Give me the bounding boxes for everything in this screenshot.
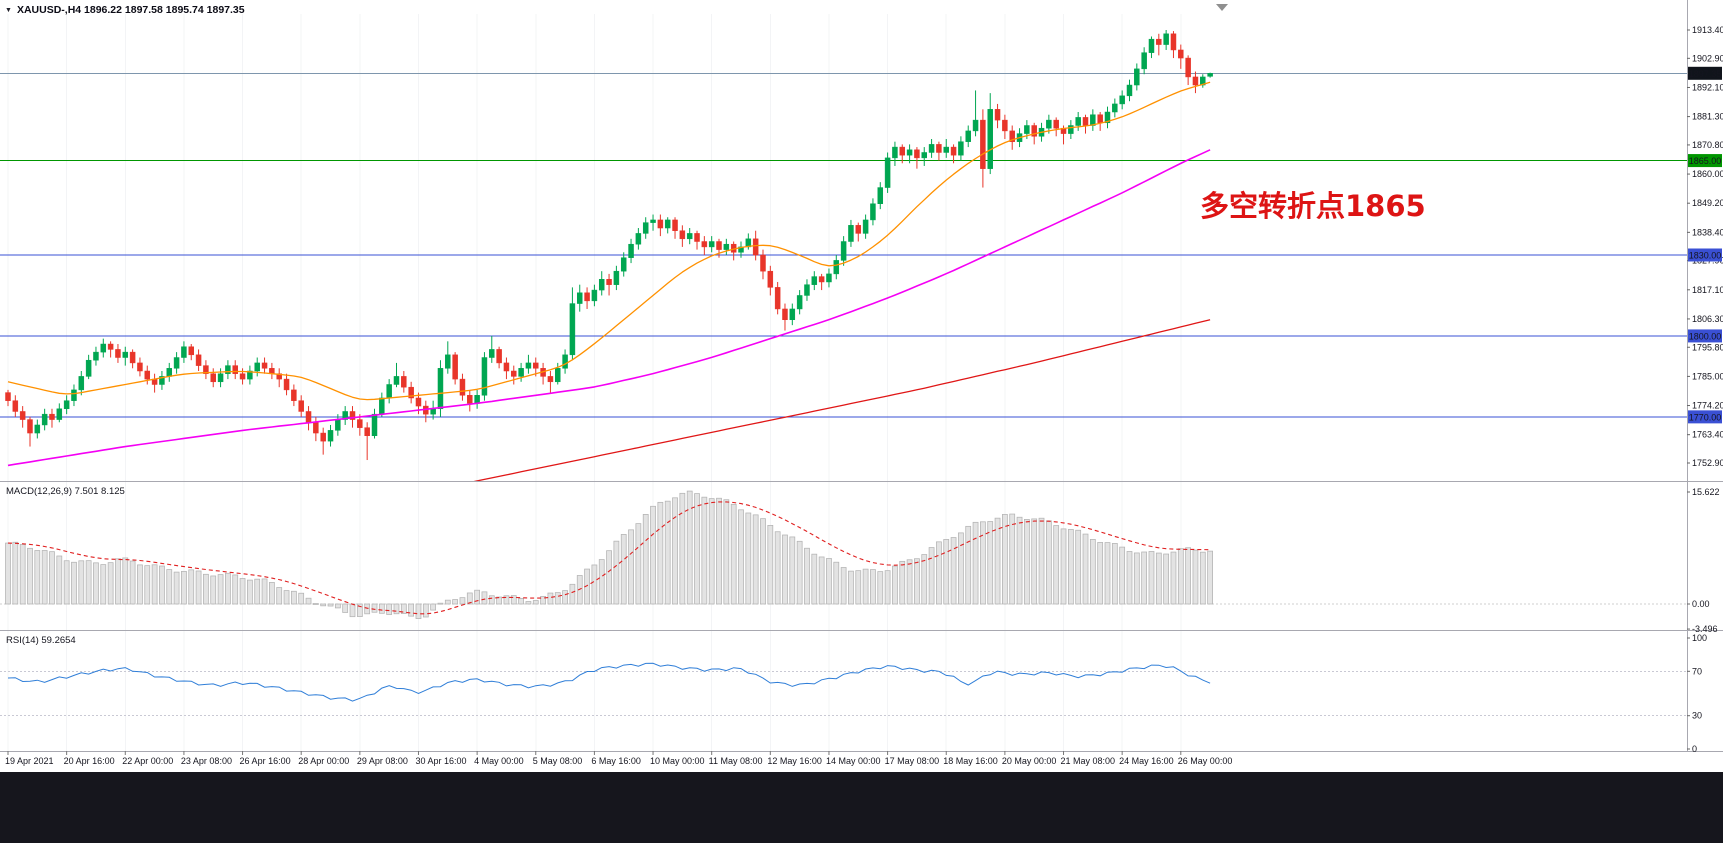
svg-text:1860.00: 1860.00 — [1692, 169, 1723, 179]
svg-text:11 May 08:00: 11 May 08:00 — [709, 756, 763, 766]
bottom-panel — [0, 772, 1723, 843]
svg-text:0: 0 — [1692, 744, 1697, 754]
moving-averages — [7, 81, 1211, 481]
panel-separators — [0, 0, 1723, 752]
svg-text:26 May 00:00: 26 May 00:00 — [1178, 756, 1233, 766]
svg-text:22 Apr 00:00: 22 Apr 00:00 — [122, 756, 173, 766]
svg-text:1881.30: 1881.30 — [1692, 112, 1723, 122]
rsi-indicator-label: RSI(14) 59.2654 — [6, 635, 76, 646]
svg-text:1752.90: 1752.90 — [1692, 458, 1723, 468]
svg-text:28 Apr 00:00: 28 Apr 00:00 — [298, 756, 349, 766]
svg-text:15.622: 15.622 — [1692, 487, 1720, 497]
svg-text:1902.90: 1902.90 — [1692, 53, 1723, 63]
ma-slow-red — [473, 319, 1211, 481]
ma-fast-orange — [7, 81, 1211, 401]
svg-text:4 May 00:00: 4 May 00:00 — [474, 756, 524, 766]
svg-text:1785.00: 1785.00 — [1692, 371, 1723, 381]
svg-text:0.00: 0.00 — [1692, 599, 1710, 609]
svg-text:1817.10: 1817.10 — [1692, 285, 1723, 295]
svg-text:1838.40: 1838.40 — [1692, 227, 1723, 237]
svg-text:24 May 16:00: 24 May 16:00 — [1119, 756, 1174, 766]
svg-text:1897.35: 1897.35 — [1689, 69, 1722, 79]
svg-text:10 May 00:00: 10 May 00:00 — [650, 756, 705, 766]
ma-mid-magenta — [7, 149, 1211, 467]
svg-text:1770.00: 1770.00 — [1689, 412, 1722, 422]
svg-text:30 Apr 16:00: 30 Apr 16:00 — [415, 756, 466, 766]
svg-text:-3.496: -3.496 — [1692, 624, 1718, 634]
svg-text:29 Apr 08:00: 29 Apr 08:00 — [357, 756, 408, 766]
chart-header: ▼ XAUUSD-,H4 1896.22 1897.58 1895.74 189… — [5, 4, 245, 16]
macd-signal-line — [7, 501, 1211, 615]
price-chart-canvas[interactable]: 1913.40 1902.90 1892.10 1881.30 1870.80 1860.… — [0, 0, 1723, 772]
svg-text:30: 30 — [1692, 711, 1702, 721]
svg-text:1870.80: 1870.80 — [1692, 140, 1723, 150]
price-axis-badges: 1897.35 1865.00 1830.00 1800.00 1770.00 — [1688, 66, 1722, 424]
rsi-panel — [0, 662, 1687, 717]
svg-text:26 Apr 16:00: 26 Apr 16:00 — [240, 756, 291, 766]
svg-text:19 Apr 2021: 19 Apr 2021 — [5, 756, 54, 766]
svg-text:1830.00: 1830.00 — [1689, 250, 1722, 260]
chart-shift-marker-icon[interactable] — [1216, 4, 1228, 11]
svg-text:1892.10: 1892.10 — [1692, 82, 1723, 92]
svg-text:12 May 16:00: 12 May 16:00 — [767, 756, 822, 766]
svg-text:17 May 08:00: 17 May 08:00 — [885, 756, 940, 766]
svg-text:1763.40: 1763.40 — [1692, 430, 1723, 440]
svg-text:14 May 00:00: 14 May 00:00 — [826, 756, 881, 766]
rsi-line — [7, 662, 1211, 702]
svg-text:20 Apr 16:00: 20 Apr 16:00 — [64, 756, 115, 766]
svg-text:20 May 00:00: 20 May 00:00 — [1002, 756, 1057, 766]
candles-layer — [5, 30, 1213, 461]
price-axis[interactable]: 1913.40 1902.90 1892.10 1881.30 1870.80 1860.… — [1687, 25, 1723, 754]
svg-text:1849.20: 1849.20 — [1692, 198, 1723, 208]
svg-text:1806.30: 1806.30 — [1692, 314, 1723, 324]
horizontal-level-lines — [0, 72, 1687, 418]
macd-indicator-label: MACD(12,26,9) 7.501 8.125 — [6, 486, 125, 497]
svg-text:1774.20: 1774.20 — [1692, 401, 1723, 411]
svg-text:100: 100 — [1692, 633, 1707, 643]
time-axis[interactable]: 19 Apr 2021 20 Apr 16:00 22 Apr 00:00 23 Ap… — [5, 751, 1232, 766]
svg-text:6 May 16:00: 6 May 16:00 — [591, 756, 641, 766]
macd-panel — [0, 490, 1687, 619]
chart-title: XAUUSD-,H4 1896.22 1897.58 1895.74 1897.… — [16, 4, 245, 16]
svg-text:70: 70 — [1692, 666, 1702, 676]
svg-text:1795.80: 1795.80 — [1692, 342, 1723, 352]
svg-text:1800.00: 1800.00 — [1689, 331, 1722, 341]
svg-text:1913.40: 1913.40 — [1692, 25, 1723, 35]
symbol-dropdown-icon[interactable]: ▼ — [5, 6, 12, 14]
svg-text:23 Apr 08:00: 23 Apr 08:00 — [181, 756, 232, 766]
svg-text:1865.00: 1865.00 — [1689, 156, 1722, 166]
svg-text:21 May 08:00: 21 May 08:00 — [1061, 756, 1116, 766]
annotation-text: 多空转折点1865 — [1200, 189, 1426, 223]
svg-text:18 May 16:00: 18 May 16:00 — [943, 756, 998, 766]
svg-text:5 May 08:00: 5 May 08:00 — [533, 756, 583, 766]
